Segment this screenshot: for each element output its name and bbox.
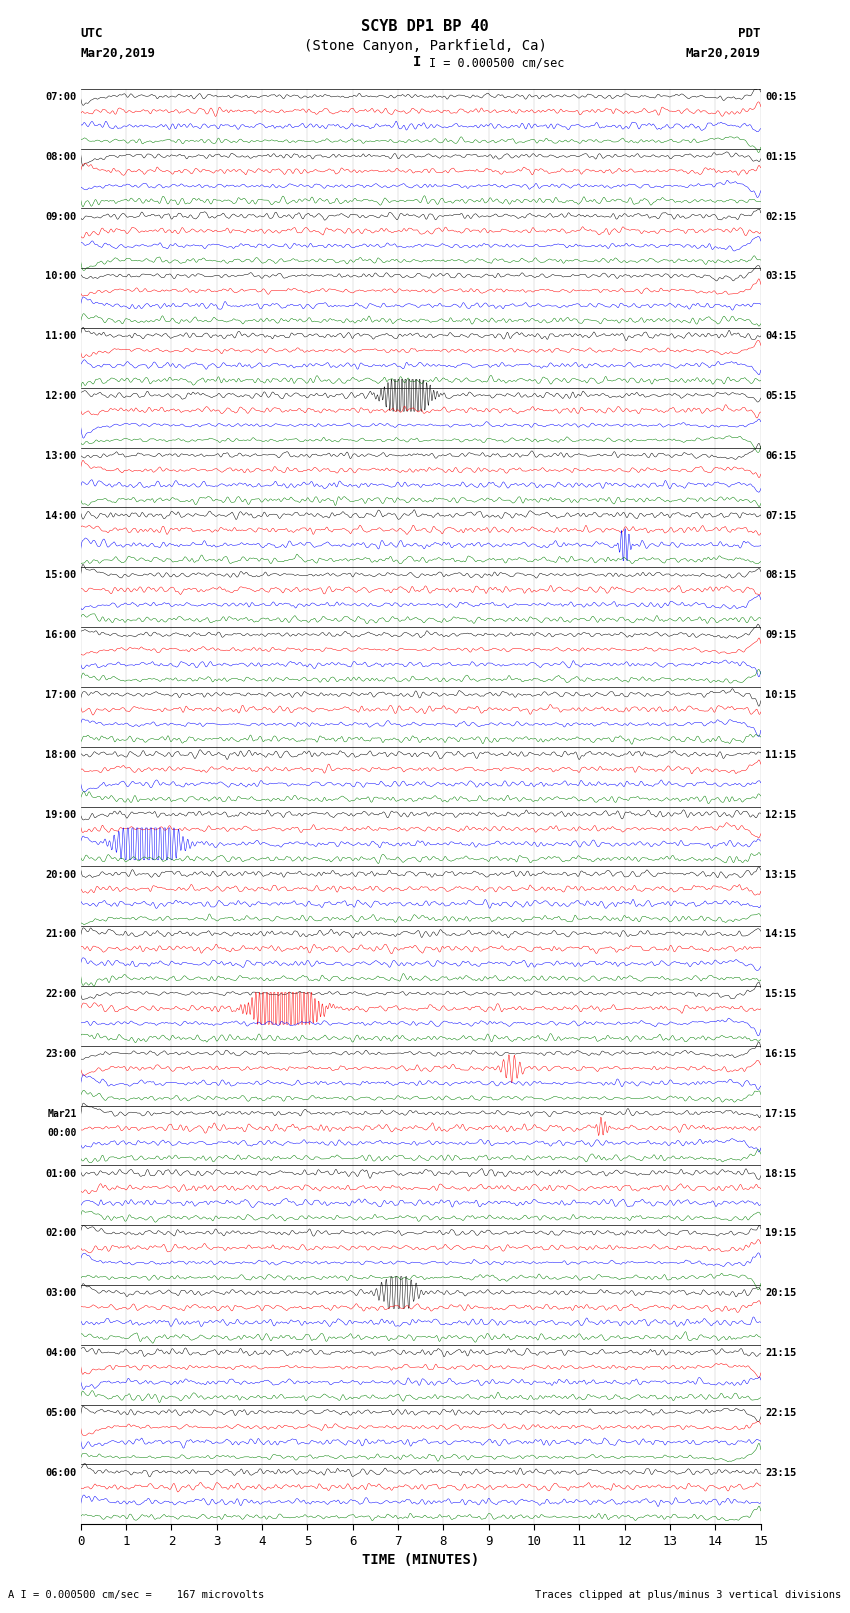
Text: 10:15: 10:15	[765, 690, 796, 700]
Text: 15:00: 15:00	[45, 571, 76, 581]
Text: 18:15: 18:15	[765, 1168, 796, 1179]
Text: 00:00: 00:00	[47, 1127, 76, 1139]
Text: 04:15: 04:15	[765, 331, 796, 342]
Text: 19:15: 19:15	[765, 1229, 796, 1239]
Text: 02:15: 02:15	[765, 211, 796, 221]
Text: 21:00: 21:00	[45, 929, 76, 939]
Text: 16:15: 16:15	[765, 1048, 796, 1060]
Text: 05:15: 05:15	[765, 390, 796, 402]
Text: 02:00: 02:00	[45, 1229, 76, 1239]
Text: 09:15: 09:15	[765, 631, 796, 640]
Text: 08:00: 08:00	[45, 152, 76, 161]
Text: (Stone Canyon, Parkfield, Ca): (Stone Canyon, Parkfield, Ca)	[303, 39, 547, 53]
Text: 13:15: 13:15	[765, 869, 796, 879]
Text: 20:15: 20:15	[765, 1289, 796, 1298]
Text: 11:00: 11:00	[45, 331, 76, 342]
Text: 14:00: 14:00	[45, 511, 76, 521]
Text: 00:15: 00:15	[765, 92, 796, 102]
Text: 13:00: 13:00	[45, 450, 76, 461]
Text: 08:15: 08:15	[765, 571, 796, 581]
Text: 05:00: 05:00	[45, 1408, 76, 1418]
Text: 06:15: 06:15	[765, 450, 796, 461]
Text: 03:15: 03:15	[765, 271, 796, 281]
Text: A I = 0.000500 cm/sec =    167 microvolts: A I = 0.000500 cm/sec = 167 microvolts	[8, 1590, 264, 1600]
Text: 22:15: 22:15	[765, 1408, 796, 1418]
Text: 07:15: 07:15	[765, 511, 796, 521]
Text: 01:00: 01:00	[45, 1168, 76, 1179]
Text: 04:00: 04:00	[45, 1348, 76, 1358]
Text: Mar20,2019: Mar20,2019	[81, 47, 156, 60]
Text: I = 0.000500 cm/sec: I = 0.000500 cm/sec	[429, 56, 564, 69]
Text: Mar21: Mar21	[47, 1108, 76, 1119]
Text: 14:15: 14:15	[765, 929, 796, 939]
Text: 19:00: 19:00	[45, 810, 76, 819]
Text: 10:00: 10:00	[45, 271, 76, 281]
Text: PDT: PDT	[739, 27, 761, 40]
Text: 23:00: 23:00	[45, 1048, 76, 1060]
Text: 23:15: 23:15	[765, 1468, 796, 1478]
Text: 06:00: 06:00	[45, 1468, 76, 1478]
Text: 12:15: 12:15	[765, 810, 796, 819]
Text: 03:00: 03:00	[45, 1289, 76, 1298]
Text: I: I	[412, 55, 421, 69]
Text: 17:00: 17:00	[45, 690, 76, 700]
Text: Mar20,2019: Mar20,2019	[686, 47, 761, 60]
Text: 16:00: 16:00	[45, 631, 76, 640]
Text: 01:15: 01:15	[765, 152, 796, 161]
Text: 20:00: 20:00	[45, 869, 76, 879]
Text: 21:15: 21:15	[765, 1348, 796, 1358]
Text: SCYB DP1 BP 40: SCYB DP1 BP 40	[361, 19, 489, 34]
Text: 11:15: 11:15	[765, 750, 796, 760]
Text: 12:00: 12:00	[45, 390, 76, 402]
Text: 17:15: 17:15	[765, 1108, 796, 1119]
Text: 22:00: 22:00	[45, 989, 76, 998]
Text: Traces clipped at plus/minus 3 vertical divisions: Traces clipped at plus/minus 3 vertical …	[536, 1590, 842, 1600]
Text: 07:00: 07:00	[45, 92, 76, 102]
Text: 18:00: 18:00	[45, 750, 76, 760]
Text: 15:15: 15:15	[765, 989, 796, 998]
Text: 09:00: 09:00	[45, 211, 76, 221]
Text: UTC: UTC	[81, 27, 103, 40]
X-axis label: TIME (MINUTES): TIME (MINUTES)	[362, 1553, 479, 1568]
